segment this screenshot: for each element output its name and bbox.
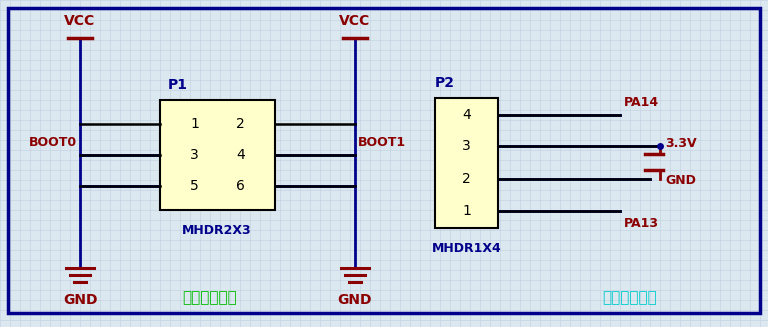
Text: 3: 3: [462, 139, 471, 153]
Text: BOOT1: BOOT1: [358, 136, 406, 149]
Text: GND: GND: [338, 293, 372, 307]
Text: 4: 4: [462, 108, 471, 122]
Text: 1: 1: [190, 117, 199, 131]
Text: PA14: PA14: [624, 96, 659, 109]
Text: MHDR2X3: MHDR2X3: [182, 224, 252, 237]
Text: P1: P1: [168, 78, 188, 92]
Text: PA13: PA13: [624, 217, 659, 230]
Text: GND: GND: [665, 174, 696, 187]
Text: 下载方式选择: 下载方式选择: [183, 290, 237, 305]
Text: BOOT0: BOOT0: [29, 136, 77, 149]
Text: 4: 4: [236, 148, 245, 162]
Text: 5: 5: [190, 179, 199, 193]
Text: P2: P2: [435, 76, 455, 90]
Text: GND: GND: [63, 293, 98, 307]
Text: 1: 1: [462, 204, 471, 218]
Bar: [435, 98, 498, 228]
Text: 6: 6: [236, 179, 245, 193]
Bar: [160, 100, 275, 210]
Text: 2: 2: [462, 172, 471, 186]
Text: 3: 3: [190, 148, 199, 162]
Text: 程序烧录接口: 程序烧录接口: [603, 290, 657, 305]
Text: 2: 2: [236, 117, 245, 131]
Text: VCC: VCC: [65, 14, 96, 28]
Text: 3.3V: 3.3V: [665, 137, 697, 150]
Text: MHDR1X4: MHDR1X4: [432, 242, 502, 255]
Text: VCC: VCC: [339, 14, 371, 28]
